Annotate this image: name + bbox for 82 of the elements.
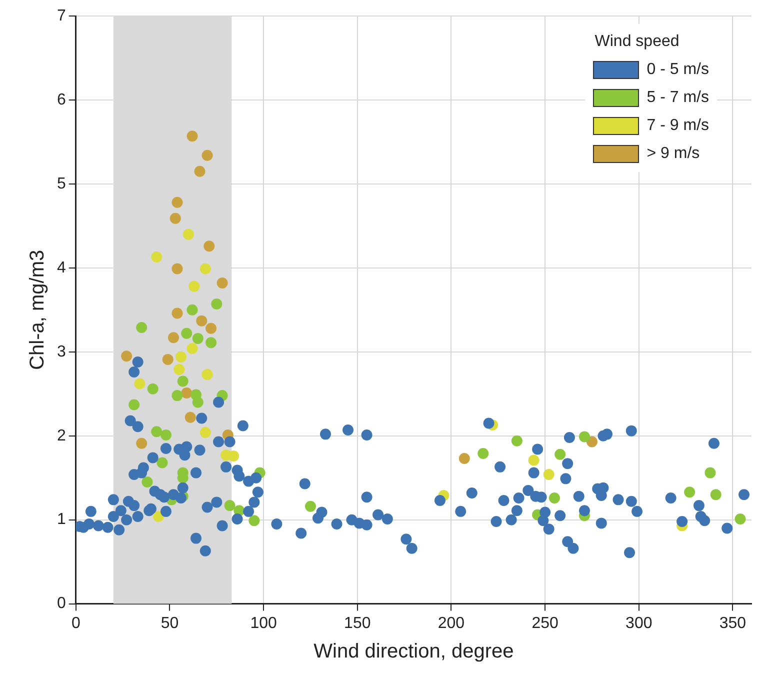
point	[206, 322, 217, 334]
y-axis-title: Chl-a, mg/m3	[26, 250, 49, 370]
y-tick-label: 7	[56, 7, 66, 24]
y-tick-label: 2	[56, 427, 66, 444]
x-tick-label: 50	[160, 614, 179, 632]
x-tick-label: 250	[532, 614, 559, 632]
point	[704, 467, 716, 478]
y-tick-label: 4	[56, 259, 66, 276]
point	[151, 426, 162, 438]
point	[134, 378, 146, 390]
point	[684, 486, 696, 498]
point	[228, 450, 240, 462]
point	[177, 376, 188, 387]
point	[192, 396, 204, 408]
x-tick-label: 100	[250, 614, 278, 632]
point	[202, 150, 213, 161]
point	[147, 383, 158, 394]
point	[543, 468, 554, 480]
point	[181, 328, 192, 339]
point	[224, 500, 236, 512]
point	[586, 436, 598, 448]
point	[304, 500, 316, 512]
point	[151, 252, 162, 262]
point	[152, 510, 164, 522]
point	[121, 350, 132, 362]
point	[578, 431, 590, 442]
point	[184, 412, 196, 423]
point	[136, 322, 148, 334]
point	[186, 304, 198, 316]
y-tick-label: 0	[56, 595, 66, 612]
y-tick-label: 3	[56, 343, 66, 360]
x-tick-label: 0	[71, 614, 80, 632]
point	[478, 448, 489, 459]
point	[734, 513, 746, 524]
point	[142, 476, 153, 488]
x-tick-label: 150	[344, 614, 371, 632]
point	[458, 453, 470, 464]
point	[186, 343, 198, 354]
point	[188, 280, 200, 292]
point	[710, 489, 722, 500]
point	[183, 228, 194, 240]
point	[192, 332, 204, 344]
point	[200, 427, 211, 438]
point	[172, 308, 183, 319]
point	[170, 212, 181, 224]
point	[172, 263, 183, 274]
point	[554, 448, 566, 460]
point	[216, 278, 228, 289]
legend-label: 7 - 9 m/s	[646, 116, 709, 136]
x-tick-label: 300	[626, 614, 652, 632]
point	[206, 337, 217, 348]
point	[548, 492, 560, 504]
x-tick-label: 200	[438, 614, 465, 632]
x-tick-label: 350	[719, 614, 746, 632]
point	[511, 435, 522, 446]
x-axis-title: Wind direction, degree	[314, 640, 514, 663]
point	[160, 430, 172, 441]
y-tick-label: 1	[56, 511, 66, 528]
point	[202, 369, 213, 380]
point	[175, 351, 186, 362]
legend-label: > 9 m/s	[646, 144, 700, 164]
point	[172, 390, 183, 402]
point	[211, 298, 222, 310]
point	[194, 166, 206, 177]
point	[196, 315, 208, 326]
y-tick-label: 5	[56, 175, 66, 192]
point	[172, 196, 183, 208]
point	[528, 454, 540, 466]
point	[186, 130, 198, 142]
legend-label: 5 - 7 m/s	[646, 88, 709, 108]
point	[156, 457, 168, 468]
legend-label: 0 - 5 m/s	[646, 60, 709, 80]
legend-title: Wind speed	[594, 32, 680, 52]
point	[204, 240, 215, 252]
point	[162, 354, 174, 365]
point	[200, 263, 211, 274]
y-tick-label: 6	[56, 91, 66, 108]
point	[168, 332, 179, 344]
point	[248, 515, 260, 526]
point	[136, 438, 148, 449]
point	[174, 364, 185, 376]
point	[128, 399, 140, 410]
